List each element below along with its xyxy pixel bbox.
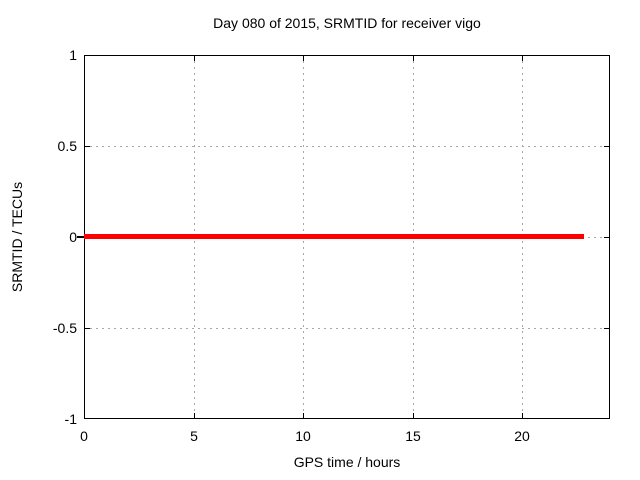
x-tick-mark-top — [522, 56, 523, 61]
x-tick-mark-bottom — [413, 413, 414, 418]
x-tick-mark-bottom — [522, 413, 523, 418]
x-tick-mark-top — [303, 56, 304, 61]
y-tick-mark-right — [604, 146, 609, 147]
x-tick-mark-top — [194, 56, 195, 61]
x-tick-mark-bottom — [194, 413, 195, 418]
y-zero-tick-outer — [77, 236, 84, 238]
series-line-srmtid — [84, 234, 584, 239]
y-gridline — [84, 146, 610, 147]
y-gridline — [84, 328, 610, 329]
y-tick-label: -1 — [64, 411, 77, 427]
x-tick-mark-bottom — [303, 413, 304, 418]
y-tick-mark-right — [604, 237, 609, 238]
y-tick-mark-left — [85, 328, 90, 329]
x-tick-mark-top — [413, 56, 414, 61]
y-tick-label: 1 — [69, 47, 77, 63]
y-tick-label: 0 — [69, 229, 77, 245]
plot-area — [77, 55, 610, 419]
y-tick-label: 0.5 — [57, 138, 77, 154]
y-tick-label: -0.5 — [52, 320, 77, 336]
x-tick-label: 15 — [405, 428, 421, 444]
x-axis-title: GPS time / hours — [293, 454, 401, 470]
x-tick-label: 10 — [295, 428, 311, 444]
x-tick-label: 20 — [514, 428, 530, 444]
y-tick-mark-right — [604, 328, 609, 329]
chart-title: Day 080 of 2015, SRMTID for receiver vig… — [213, 15, 481, 31]
x-tick-label: 0 — [80, 428, 88, 444]
y-tick-mark-left — [85, 146, 90, 147]
x-tick-label: 5 — [190, 428, 198, 444]
